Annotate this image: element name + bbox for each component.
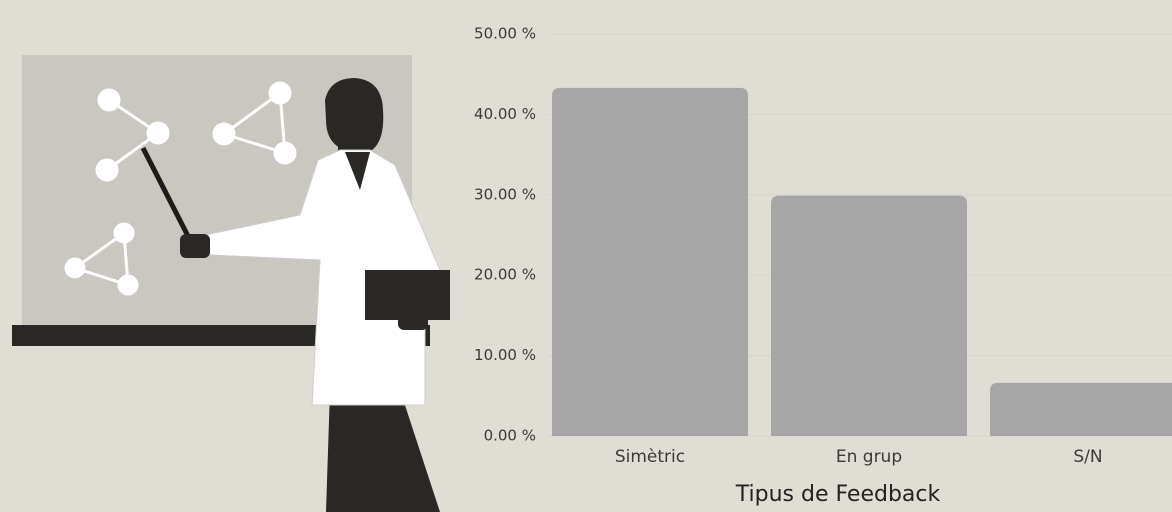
- x-axis-title: Tipus de Feedback: [735, 482, 941, 507]
- y-tick-label: 10.00 %: [474, 346, 536, 364]
- bar: [771, 196, 967, 436]
- x-tick-label: En grup: [836, 447, 902, 467]
- y-tick-label: 0.00 %: [484, 427, 536, 445]
- chart: Tipus de Feedback 0.00 % 10.00 % 20.00 % 30…: [0, 0, 1172, 512]
- y-tick-label: 30.00 %: [474, 185, 536, 203]
- bar: [990, 383, 1172, 436]
- x-tick-label: S/N: [1073, 447, 1102, 467]
- y-tick-label: 20.00 %: [474, 266, 536, 284]
- bar: [552, 88, 748, 436]
- y-tick-label: 40.00 %: [474, 105, 536, 123]
- x-tick-label: Simètric: [615, 447, 685, 467]
- y-tick-label: 50.00 %: [474, 25, 536, 43]
